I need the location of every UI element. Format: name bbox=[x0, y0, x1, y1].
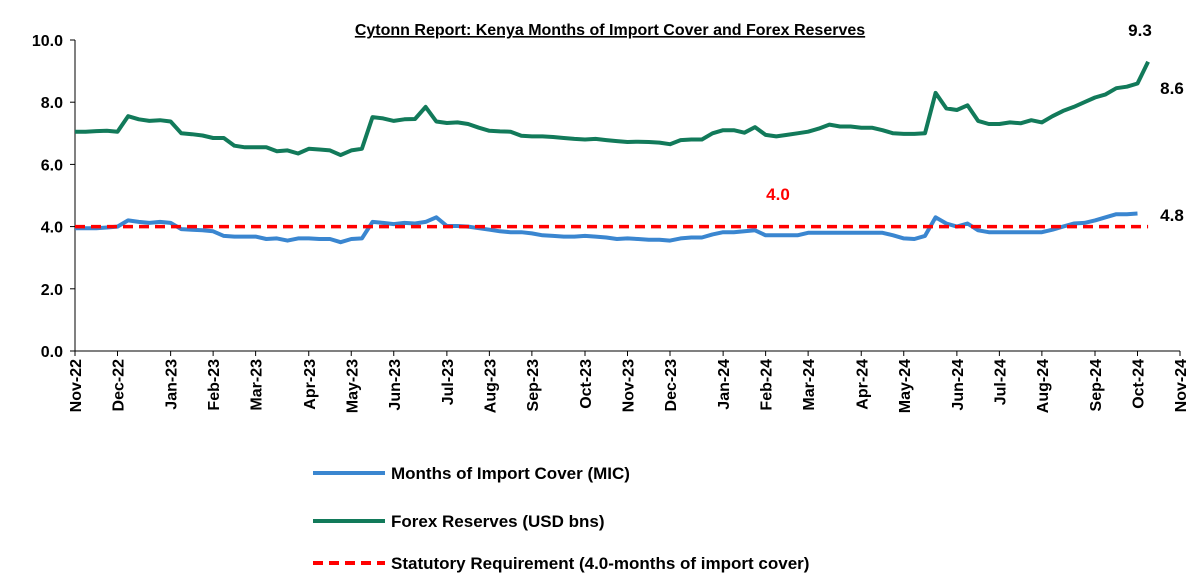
x-tick-label: May-23 bbox=[344, 359, 361, 413]
x-tick-label: Jan-23 bbox=[164, 359, 181, 410]
y-tick-label: 4.0 bbox=[41, 220, 63, 237]
x-tick-label: Jul-23 bbox=[440, 359, 457, 405]
annotation: 8.6 bbox=[1160, 79, 1184, 98]
x-tick-label: Sep-23 bbox=[525, 359, 542, 412]
x-tick-label: Sep-24 bbox=[1088, 359, 1105, 412]
annotation: 4.0 bbox=[766, 185, 790, 204]
x-tick-label: Nov-22 bbox=[68, 359, 85, 412]
chart-title: Cytonn Report: Kenya Months of Import Co… bbox=[355, 22, 865, 39]
series-line bbox=[75, 60, 1150, 158]
x-tick-label: Aug-23 bbox=[482, 359, 499, 413]
y-tick-label: 6.0 bbox=[41, 157, 63, 174]
x-tick-label: Feb-23 bbox=[206, 359, 223, 411]
legend-label: Statutory Requirement (4.0-months of imp… bbox=[391, 554, 809, 573]
x-tick-label: Dec-22 bbox=[111, 359, 128, 412]
annotation: 4.8 bbox=[1160, 206, 1184, 225]
x-tick-label: Apr-23 bbox=[302, 359, 319, 410]
y-tick-label: 0.0 bbox=[41, 344, 63, 361]
annotation: 9.3 bbox=[1128, 21, 1152, 40]
x-tick-label: Mar-24 bbox=[801, 359, 818, 411]
x-tick-label: Apr-24 bbox=[854, 359, 871, 410]
x-tick-label: Jun-24 bbox=[950, 359, 967, 411]
x-tick-label: Aug-24 bbox=[1035, 359, 1052, 413]
x-tick-label: Oct-24 bbox=[1131, 359, 1148, 409]
x-tick-label: Mar-23 bbox=[249, 359, 266, 411]
legend-label: Forex Reserves (USD bns) bbox=[391, 512, 605, 531]
x-tick-label: Oct-23 bbox=[578, 359, 595, 409]
x-tick-label: Nov-23 bbox=[621, 359, 638, 412]
x-tick-label: Jul-24 bbox=[992, 359, 1009, 405]
x-tick-label: Dec-23 bbox=[663, 359, 680, 412]
y-tick-label: 10.0 bbox=[32, 33, 63, 50]
x-tick-label: Feb-24 bbox=[759, 359, 776, 411]
x-tick-label: Jun-23 bbox=[387, 359, 404, 411]
y-tick-label: 2.0 bbox=[41, 282, 63, 299]
x-tick-label: Nov-24 bbox=[1173, 359, 1190, 412]
legend-label: Months of Import Cover (MIC) bbox=[391, 464, 630, 483]
y-tick-label: 8.0 bbox=[41, 95, 63, 112]
x-tick-label: May-24 bbox=[897, 359, 914, 413]
x-tick-label: Jan-24 bbox=[716, 359, 733, 410]
